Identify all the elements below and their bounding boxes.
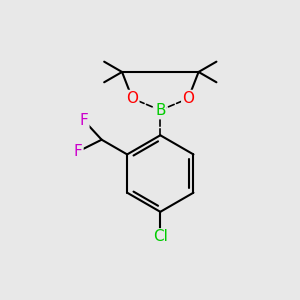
Text: Cl: Cl: [153, 230, 168, 244]
Text: F: F: [80, 113, 88, 128]
Text: F: F: [74, 144, 82, 159]
Text: B: B: [155, 103, 166, 118]
Text: O: O: [182, 91, 194, 106]
Text: O: O: [126, 91, 138, 106]
